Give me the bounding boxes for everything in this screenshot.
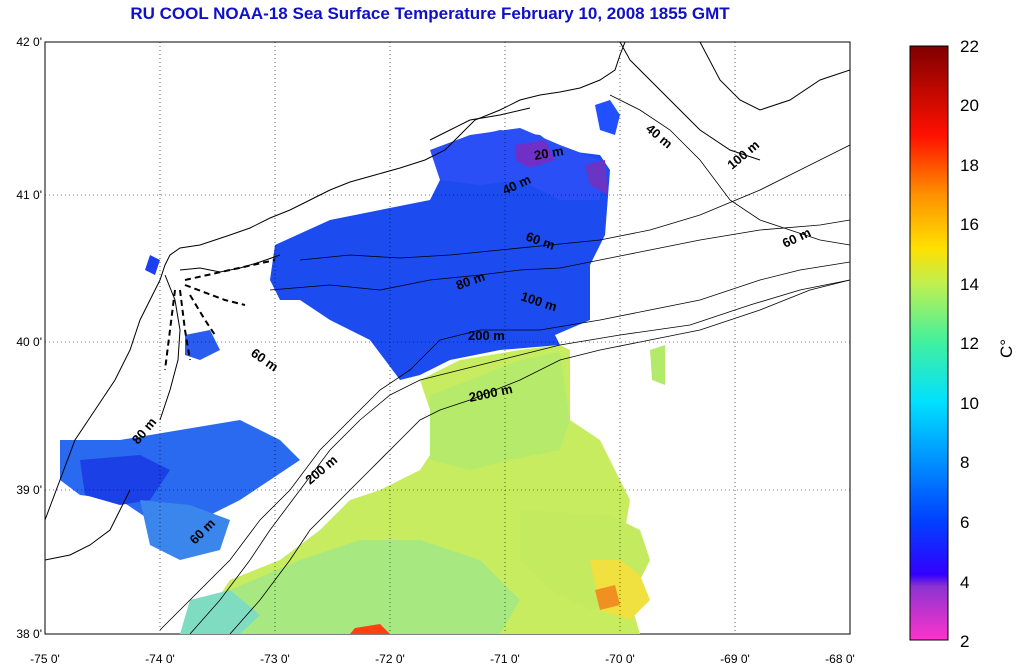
colorbar-tick: 20 bbox=[960, 96, 979, 115]
colorbar-tick: 8 bbox=[960, 453, 969, 472]
colorbar-tick: 4 bbox=[960, 573, 969, 592]
depth-label: 20 m bbox=[533, 143, 565, 163]
colorbar-tick: 2 bbox=[960, 632, 969, 651]
colorbar: 22 20 18 16 14 12 10 8 6 4 2 C° bbox=[909, 37, 1016, 651]
colorbar-tick: 16 bbox=[960, 215, 979, 234]
colorbar-tick: 18 bbox=[960, 156, 979, 175]
lon-tick-label: -75 0' bbox=[30, 652, 60, 666]
lat-axis-labels: 42 0' 41 0' 40 0' 39 0' 38 0' bbox=[16, 35, 42, 641]
lat-tick-label: 42 0' bbox=[16, 35, 42, 49]
colorbar-tick: 22 bbox=[960, 37, 979, 56]
colorbar-tick: 14 bbox=[960, 275, 979, 294]
colorbar-tick: 6 bbox=[960, 513, 969, 532]
lon-tick-label: -68 0' bbox=[825, 652, 855, 666]
sst-blue-region bbox=[60, 100, 620, 560]
depth-contours bbox=[159, 94, 850, 634]
lon-tick-label: -69 0' bbox=[720, 652, 750, 666]
lon-tick-label: -74 0' bbox=[145, 652, 175, 666]
lon-tick-label: -70 0' bbox=[605, 652, 635, 666]
lat-tick-label: 39 0' bbox=[16, 483, 42, 497]
colorbar-tick: 12 bbox=[960, 334, 979, 353]
lon-tick-label: -73 0' bbox=[260, 652, 290, 666]
grid-lines bbox=[45, 42, 850, 634]
sst-green-region bbox=[180, 345, 665, 634]
colorbar-gradient bbox=[909, 45, 949, 641]
lon-tick-label: -72 0' bbox=[375, 652, 405, 666]
colorbar-tick: 10 bbox=[960, 394, 979, 413]
shipping-lanes bbox=[164, 259, 276, 371]
lon-axis-labels: -75 0' -74 0' -73 0' -72 0' -71 0' -70 0… bbox=[30, 652, 855, 666]
lat-tick-label: 40 0' bbox=[16, 335, 42, 349]
lat-tick-label: 38 0' bbox=[16, 627, 42, 641]
lat-tick-label: 41 0' bbox=[16, 188, 42, 202]
map-title: RU COOL NOAA-18 Sea Surface Temperature … bbox=[130, 4, 730, 23]
lon-tick-label: -71 0' bbox=[490, 652, 520, 666]
depth-label: 200 m bbox=[468, 328, 505, 343]
colorbar-unit: C° bbox=[997, 339, 1016, 358]
